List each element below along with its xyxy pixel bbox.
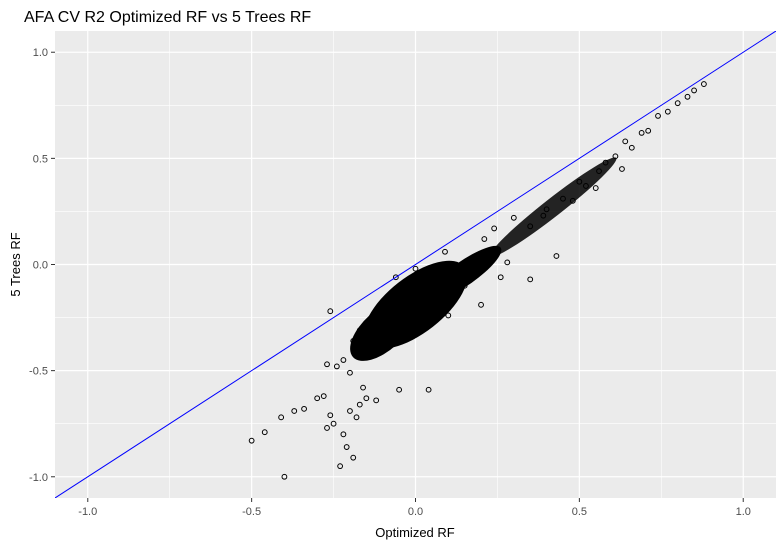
data-point <box>619 166 625 172</box>
x-tick-label: -1.0 <box>78 506 97 518</box>
data-point <box>576 178 583 185</box>
data-point <box>333 363 340 370</box>
data-point <box>553 253 560 259</box>
data-point <box>664 108 671 115</box>
data-point <box>628 144 635 151</box>
y-tick-label: 0.5 <box>33 153 48 165</box>
data-point <box>645 127 652 134</box>
data-point <box>353 414 360 421</box>
y-axis-ticks: -1.0 -0.5 0.0 0.5 1.0 <box>29 47 55 484</box>
data-point <box>347 408 353 414</box>
data-point <box>461 282 468 289</box>
data-point <box>291 408 298 414</box>
data-point <box>314 395 321 402</box>
data-point <box>638 129 645 136</box>
point-cloud <box>350 157 617 361</box>
data-point <box>281 473 288 480</box>
x-axis-ticks: -1.0 -0.5 0.0 0.5 1.0 <box>78 498 751 518</box>
data-point <box>497 274 504 281</box>
data-point <box>373 397 380 404</box>
data-points <box>248 81 707 480</box>
data-point <box>356 401 363 408</box>
data-point <box>363 395 370 402</box>
dense-core-upper <box>427 245 502 301</box>
data-point <box>324 425 330 431</box>
data-point <box>343 444 350 450</box>
data-point <box>425 386 432 393</box>
reference-line <box>55 31 776 498</box>
data-point <box>592 185 599 191</box>
data-point <box>491 225 498 232</box>
data-point <box>602 159 609 166</box>
data-point <box>320 393 327 400</box>
data-point <box>612 153 619 160</box>
dense-core-lower <box>350 299 416 361</box>
data-point <box>655 113 661 119</box>
x-tick-label: 1.0 <box>736 506 751 518</box>
data-point <box>350 338 357 344</box>
data-point <box>330 420 337 427</box>
data-point <box>396 386 403 393</box>
data-point <box>356 327 363 334</box>
data-point <box>691 87 697 94</box>
data-point <box>442 248 448 255</box>
data-point <box>340 357 347 363</box>
data-point <box>569 197 576 204</box>
data-point <box>583 183 589 189</box>
data-point <box>445 312 452 319</box>
data-point <box>392 274 399 281</box>
data-point <box>527 276 534 283</box>
y-axis-title: 5 Trees RF <box>8 232 23 296</box>
data-point <box>261 429 268 436</box>
data-point <box>684 93 691 100</box>
data-point <box>560 195 566 202</box>
data-point <box>510 214 517 221</box>
data-point <box>478 301 484 308</box>
data-point <box>543 206 550 213</box>
data-point <box>347 369 353 376</box>
y-tick-label: -0.5 <box>29 366 48 378</box>
data-point <box>350 454 357 461</box>
data-point <box>278 414 285 421</box>
data-point <box>360 384 366 391</box>
y-tick-label: 1.0 <box>33 47 48 59</box>
data-point <box>327 412 334 419</box>
y-tick-label: 0.0 <box>33 260 48 272</box>
data-point <box>527 223 534 230</box>
x-tick-label: 0.5 <box>572 506 587 518</box>
chart-title: AFA CV R2 Optimized RF vs 5 Trees RF <box>24 9 311 26</box>
dense-band <box>489 157 617 257</box>
x-tick-label: -0.5 <box>242 506 261 518</box>
data-point <box>340 431 347 438</box>
x-tick-label: 0.0 <box>408 506 423 518</box>
data-point <box>540 212 547 219</box>
data-point <box>301 405 307 412</box>
data-point <box>674 100 681 107</box>
reference-line-group <box>55 31 776 498</box>
data-point <box>324 361 330 368</box>
data-point <box>412 265 419 272</box>
x-axis-title: Optimized RF <box>375 525 455 540</box>
data-point <box>248 437 255 444</box>
y-tick-label: -1.0 <box>29 472 48 484</box>
data-point <box>504 259 511 266</box>
data-point <box>481 236 488 242</box>
data-point <box>596 168 602 175</box>
data-point <box>327 308 334 315</box>
data-point <box>701 81 707 87</box>
data-point <box>622 138 629 145</box>
data-point <box>337 463 344 470</box>
